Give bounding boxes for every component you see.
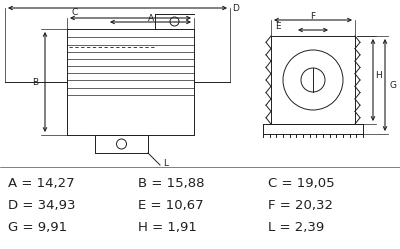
- Text: G = 9,91: G = 9,91: [8, 221, 67, 234]
- Text: L: L: [164, 159, 168, 168]
- Text: B = 15,88: B = 15,88: [138, 177, 204, 189]
- Text: B: B: [32, 77, 38, 86]
- Text: D = 34,93: D = 34,93: [8, 198, 76, 211]
- Text: F = 20,32: F = 20,32: [268, 198, 333, 211]
- Text: A = 14,27: A = 14,27: [8, 177, 75, 189]
- Text: F: F: [310, 11, 316, 20]
- Text: E = 10,67: E = 10,67: [138, 198, 204, 211]
- Text: H: H: [375, 70, 382, 79]
- Text: A: A: [148, 13, 154, 22]
- Text: C = 19,05: C = 19,05: [268, 177, 335, 189]
- Text: C: C: [71, 8, 77, 17]
- Text: E: E: [275, 22, 281, 31]
- Text: D: D: [232, 3, 239, 12]
- Text: G: G: [389, 80, 396, 89]
- Text: L = 2,39: L = 2,39: [268, 221, 324, 234]
- Text: H = 1,91: H = 1,91: [138, 221, 197, 234]
